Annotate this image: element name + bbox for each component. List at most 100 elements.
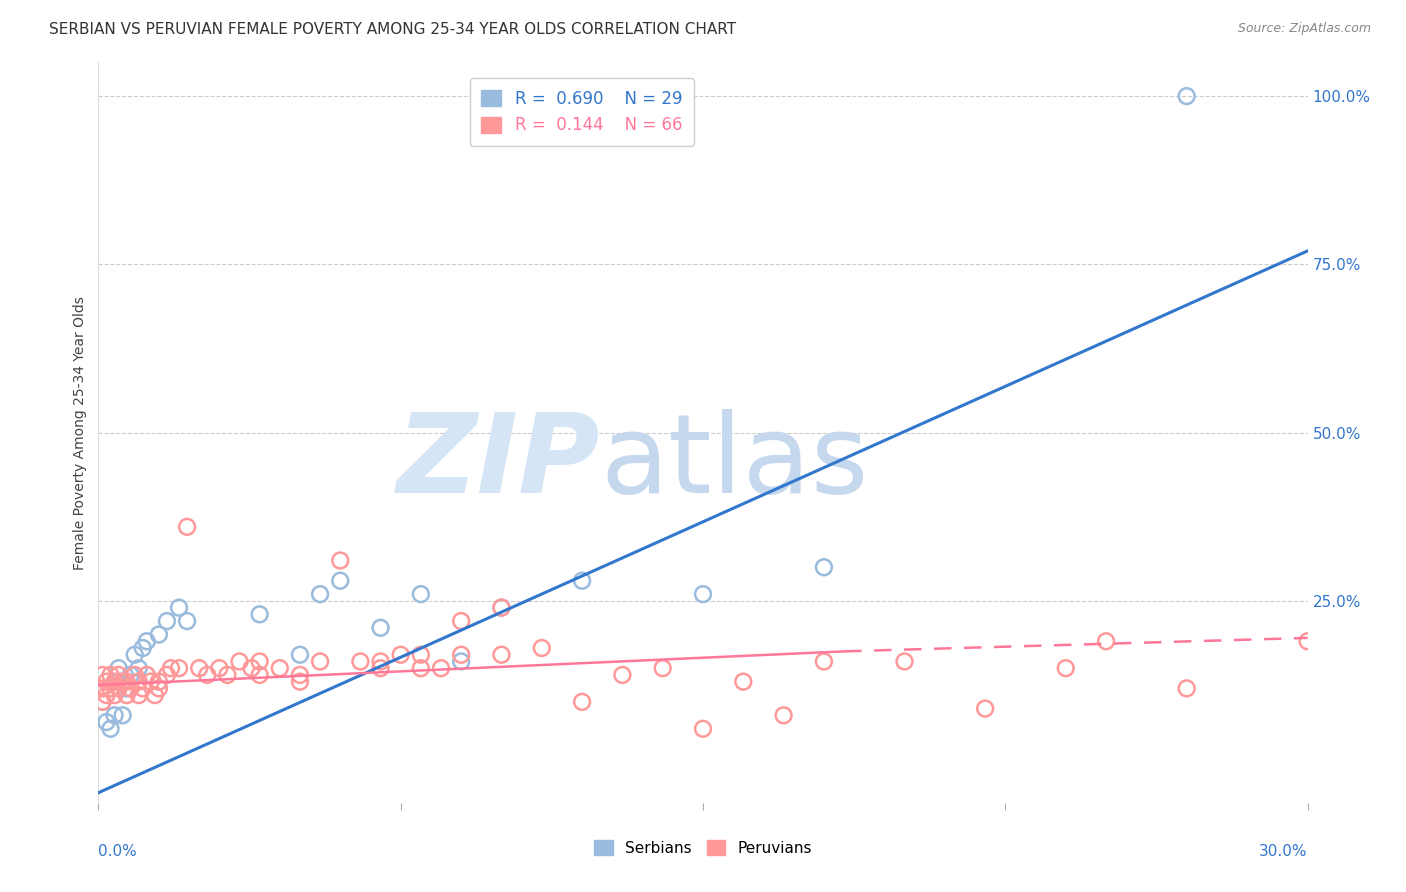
Point: [195, 668, 218, 682]
Point: [772, 708, 794, 723]
Point: [103, 674, 125, 689]
Point: [96, 674, 118, 689]
Point: [450, 655, 472, 669]
Point: [974, 701, 997, 715]
Point: [409, 648, 432, 662]
Point: [450, 614, 472, 628]
Point: [409, 587, 432, 601]
Point: [329, 574, 352, 588]
Point: [893, 655, 915, 669]
Point: [288, 674, 311, 689]
Text: ZIP: ZIP: [396, 409, 600, 516]
Point: [491, 600, 513, 615]
Point: [240, 661, 263, 675]
Point: [156, 614, 179, 628]
Point: [167, 661, 190, 675]
Point: [1175, 89, 1198, 103]
Point: [143, 688, 166, 702]
Point: [120, 681, 142, 696]
Point: [733, 674, 755, 689]
Point: [132, 681, 155, 696]
Point: [100, 722, 122, 736]
Point: [450, 648, 472, 662]
Point: [107, 681, 129, 696]
Point: [288, 668, 311, 682]
Point: [96, 714, 118, 729]
Point: [249, 607, 271, 622]
Point: [107, 674, 129, 689]
Point: [167, 600, 190, 615]
Point: [1054, 661, 1077, 675]
Point: [188, 661, 211, 675]
Point: [148, 674, 170, 689]
Text: Source: ZipAtlas.com: Source: ZipAtlas.com: [1237, 22, 1371, 36]
Point: [813, 655, 835, 669]
Point: [135, 634, 157, 648]
Point: [491, 648, 513, 662]
Point: [156, 668, 179, 682]
Point: [139, 674, 162, 689]
Point: [124, 648, 146, 662]
Point: [409, 661, 432, 675]
Point: [288, 648, 311, 662]
Text: 0.0%: 0.0%: [98, 844, 138, 858]
Point: [111, 708, 134, 723]
Text: 30.0%: 30.0%: [1260, 844, 1308, 858]
Point: [128, 661, 150, 675]
Point: [128, 674, 150, 689]
Point: [1175, 681, 1198, 696]
Point: [103, 688, 125, 702]
Point: [103, 708, 125, 723]
Point: [389, 648, 412, 662]
Point: [135, 668, 157, 682]
Point: [309, 655, 332, 669]
Point: [208, 661, 231, 675]
Point: [309, 587, 332, 601]
Point: [176, 614, 198, 628]
Point: [100, 668, 122, 682]
Point: [120, 668, 142, 682]
Point: [370, 661, 392, 675]
Point: [813, 560, 835, 574]
Point: [651, 661, 673, 675]
Point: [115, 688, 138, 702]
Point: [530, 640, 553, 655]
Point: [91, 681, 114, 696]
Point: [107, 668, 129, 682]
Point: [430, 661, 453, 675]
Point: [571, 574, 593, 588]
Point: [349, 655, 371, 669]
Point: [148, 681, 170, 696]
Point: [228, 655, 250, 669]
Point: [107, 661, 129, 675]
Point: [370, 621, 392, 635]
Legend: Serbians, Peruvians: Serbians, Peruvians: [588, 834, 818, 862]
Text: atlas: atlas: [600, 409, 869, 516]
Point: [91, 695, 114, 709]
Point: [692, 587, 714, 601]
Point: [370, 655, 392, 669]
Point: [115, 674, 138, 689]
Point: [571, 695, 593, 709]
Point: [91, 695, 114, 709]
Text: SERBIAN VS PERUVIAN FEMALE POVERTY AMONG 25-34 YEAR OLDS CORRELATION CHART: SERBIAN VS PERUVIAN FEMALE POVERTY AMONG…: [49, 22, 737, 37]
Point: [128, 688, 150, 702]
Point: [491, 600, 513, 615]
Point: [160, 661, 183, 675]
Point: [115, 681, 138, 696]
Point: [249, 655, 271, 669]
Point: [124, 668, 146, 682]
Point: [176, 520, 198, 534]
Point: [1095, 634, 1118, 648]
Point: [249, 668, 271, 682]
Point: [269, 661, 291, 675]
Point: [132, 640, 155, 655]
Point: [612, 668, 634, 682]
Point: [96, 688, 118, 702]
Y-axis label: Female Poverty Among 25-34 Year Olds: Female Poverty Among 25-34 Year Olds: [73, 295, 87, 570]
Point: [1296, 634, 1319, 648]
Point: [111, 674, 134, 689]
Point: [329, 553, 352, 567]
Point: [91, 668, 114, 682]
Point: [148, 627, 170, 641]
